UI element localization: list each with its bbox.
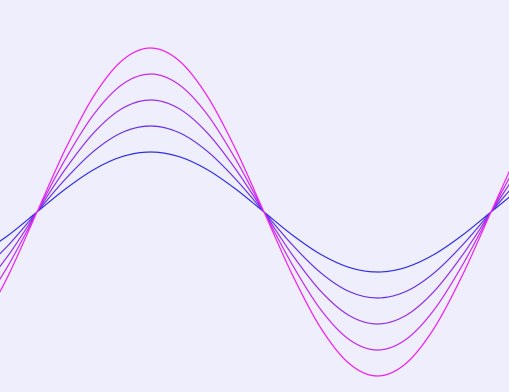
sine-curve xyxy=(0,99,509,325)
sine-curve xyxy=(0,73,509,351)
sine-curve xyxy=(0,47,509,377)
sine-curve xyxy=(0,125,509,299)
sine-curve xyxy=(0,151,509,273)
